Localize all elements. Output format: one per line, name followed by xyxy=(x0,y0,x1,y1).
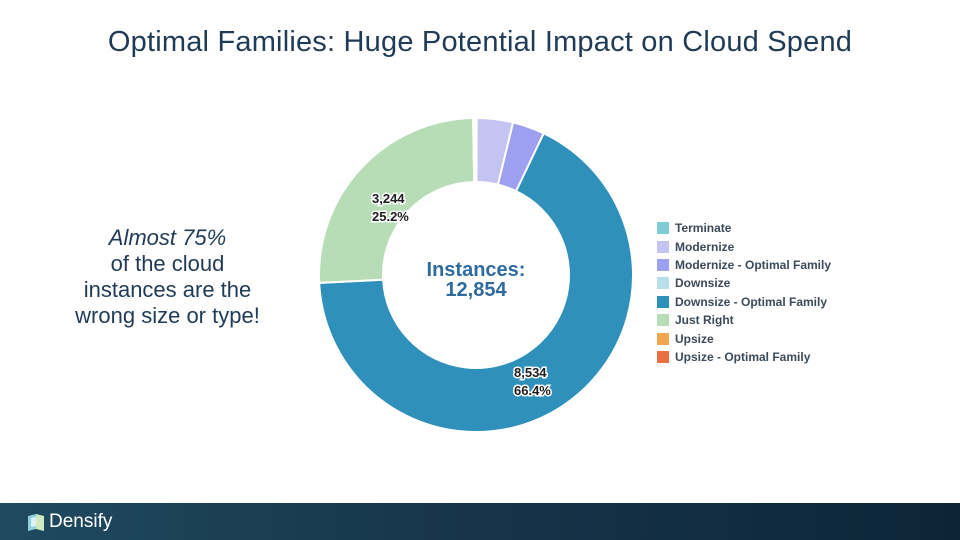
brand-logo: Densify xyxy=(27,511,112,533)
legend-label: Terminate xyxy=(675,221,732,236)
footer-bar: Densify xyxy=(0,503,960,540)
legend-item: Downsize xyxy=(657,274,831,292)
donut-slices xyxy=(318,116,634,433)
legend-item: Terminate xyxy=(657,219,831,237)
center-label: Instances: xyxy=(427,259,526,281)
densify-logo-icon xyxy=(28,514,44,531)
legend-label: Upsize xyxy=(675,331,714,346)
legend-item: Upsize xyxy=(657,329,831,347)
legend-label: Downsize xyxy=(675,276,731,291)
legend-item: Upsize - Optimal Family xyxy=(657,348,831,366)
legend-label: Just Right xyxy=(675,313,734,328)
data-label-value: 3,244 xyxy=(372,191,405,206)
legend-swatch xyxy=(657,332,669,345)
callout-text: Almost 75% of the cloud instances are th… xyxy=(70,225,265,329)
slide-title: Optimal Families: Huge Potential Impact … xyxy=(107,26,853,58)
legend-item: Downsize - Optimal Family xyxy=(657,293,831,311)
brand-name: Densify xyxy=(49,511,113,532)
data-label-percent: 25.2% xyxy=(372,209,409,224)
legend-label: Modernize - Optimal Family xyxy=(675,257,832,272)
legend-swatch xyxy=(657,222,669,235)
donut-chart: Instances: 12,854 3,244 25.2% 8,534 66.4% xyxy=(318,116,634,433)
legend-label: Downsize - Optimal Family xyxy=(675,294,828,309)
callout-emphasis: Almost 75% xyxy=(108,225,227,250)
legend-item: Modernize - Optimal Family xyxy=(657,256,831,274)
callout-body: of the cloud instances are the wrong siz… xyxy=(75,251,260,328)
chart-legend: Terminate Modernize Modernize - Optimal Fa… xyxy=(657,219,831,366)
slice-downsize-optimal-family xyxy=(318,132,634,433)
legend-swatch xyxy=(657,277,669,290)
legend-swatch xyxy=(657,295,669,308)
legend-item: Just Right xyxy=(657,311,831,329)
data-labels: 3,244 25.2% 8,534 66.4% xyxy=(371,190,553,400)
legend-label: Modernize xyxy=(675,239,735,254)
legend-label: Upsize - Optimal Family xyxy=(675,349,811,364)
data-label-percent: 66.4% xyxy=(514,383,551,398)
legend-swatch xyxy=(657,350,669,363)
legend-swatch xyxy=(657,240,669,253)
center-value: 12,854 xyxy=(445,279,507,301)
legend-item: Modernize xyxy=(657,237,831,255)
legend-swatch xyxy=(657,258,669,271)
slice-just-right xyxy=(318,117,476,284)
legend-swatch xyxy=(657,314,669,327)
data-label-value: 8,534 xyxy=(514,365,547,380)
slice-upsize-optimal-family xyxy=(474,117,478,184)
